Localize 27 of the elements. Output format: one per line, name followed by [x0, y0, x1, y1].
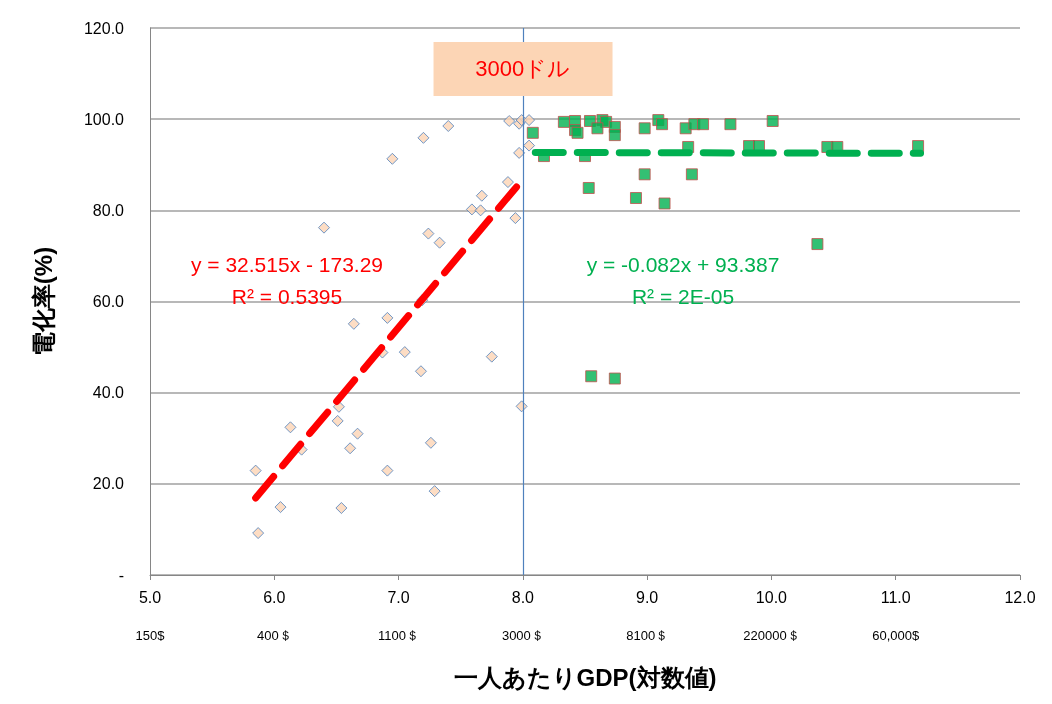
x-tick-label: 8.0 — [511, 588, 535, 606]
text: 1100＄ — [378, 627, 420, 643]
annotation: y = 32.515x - 173.29 R² = 0.5395 — [190, 252, 384, 308]
annotation: y = -0.082x + 93.387 R² = 2E-05 — [586, 252, 780, 308]
text: 150$ — [135, 627, 166, 643]
y-tick-label: 20.0 — [92, 475, 125, 493]
x-tick-label: 5.0 — [138, 588, 162, 606]
y-tick-label: 80.0 — [92, 201, 125, 219]
x-axis-title: 一人あたりGDP(対数値) — [453, 663, 717, 691]
text: 60,000$ — [872, 627, 920, 643]
text: 220000＄ — [743, 627, 800, 643]
x-tick-label: 12.0 — [1004, 588, 1036, 606]
y-tick-label: 60.0 — [92, 293, 125, 310]
text: 8100＄ — [626, 627, 669, 643]
y-tick-label: 100.0 — [83, 110, 125, 128]
x-tick-label: 9.0 — [636, 588, 659, 606]
y-axis-title: 電化率(%) — [29, 246, 57, 357]
y-tick-label: 40.0 — [92, 384, 125, 402]
y-tick-label: 120.0 — [83, 19, 125, 37]
text: 400＄ — [256, 627, 292, 643]
y-tick-label: - — [118, 566, 124, 584]
ref-line-label: 3000ドル — [475, 56, 571, 81]
text: 3000＄ — [501, 627, 544, 643]
x-tick-label: 6.0 — [263, 588, 286, 606]
x-tick-label: 7.0 — [387, 588, 410, 606]
x-tick-label: 10.0 — [755, 588, 788, 606]
x-tick-label: 11.0 — [880, 588, 911, 606]
